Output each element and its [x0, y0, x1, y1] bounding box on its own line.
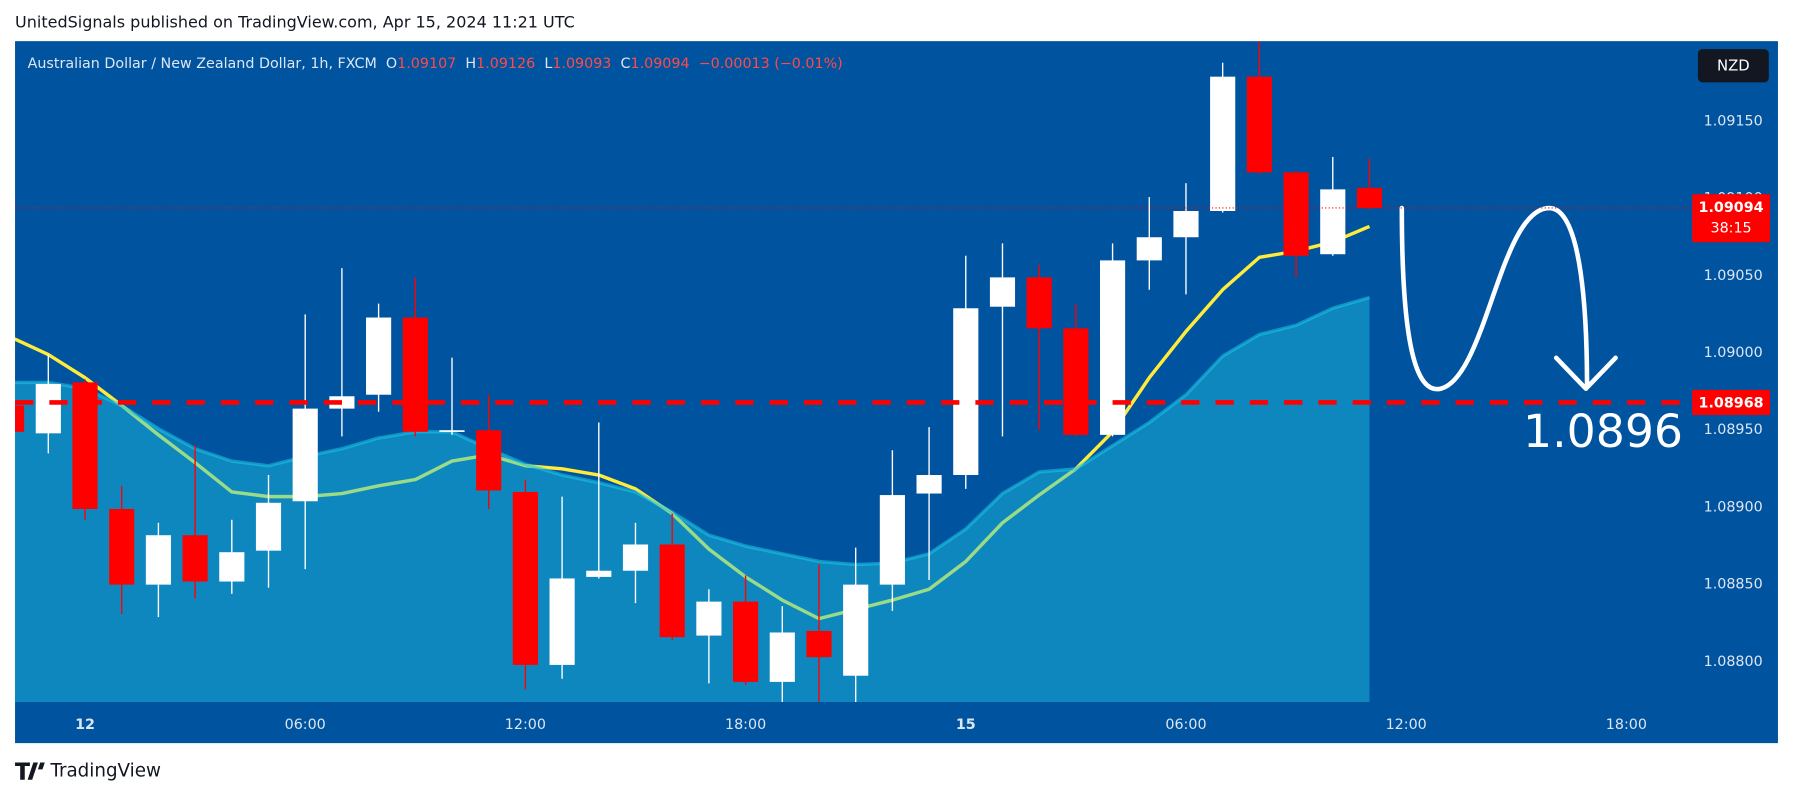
- legend-text: L: [544, 56, 552, 72]
- ma-area-edge: [15, 295, 1370, 567]
- y-tick-label: 1.09000: [1704, 345, 1763, 361]
- level-label-box: [1692, 389, 1770, 416]
- candle-body: [733, 601, 759, 682]
- candle-body: [989, 277, 1016, 307]
- level-label: 1.08968: [1699, 396, 1764, 412]
- x-tick-label: 12: [75, 717, 95, 733]
- candle-body: [219, 552, 245, 582]
- candle-body: [916, 475, 942, 494]
- candle-body: [953, 308, 979, 476]
- y-tick-label: 1.08900: [1704, 499, 1763, 515]
- candle-body: [292, 408, 318, 502]
- legend-text: H: [465, 56, 476, 72]
- candle-body: [1173, 210, 1199, 238]
- candle-body: [549, 578, 575, 665]
- candle-body: [35, 383, 61, 434]
- candle-body: [512, 491, 538, 665]
- candle-body: [476, 430, 502, 491]
- candle-body: [806, 630, 832, 658]
- candle-body: [769, 632, 795, 682]
- candle-body: [182, 535, 208, 582]
- candle-body: [843, 584, 869, 676]
- legend-text: 1.09107: [397, 56, 456, 72]
- x-tick-label: 12:00: [1386, 717, 1427, 733]
- y-tick-label: 1.09150: [1704, 113, 1763, 129]
- candle-body: [1283, 172, 1309, 256]
- x-tick-label: 18:00: [1606, 717, 1647, 733]
- y-tick-label: 1.08950: [1704, 422, 1763, 438]
- candle-body: [1063, 328, 1089, 435]
- currency-badge: [1697, 49, 1769, 83]
- legend-text: 1.09093: [552, 56, 611, 72]
- candle-body: [109, 508, 135, 585]
- plot-area: [15, 41, 1383, 702]
- symbol-legend: Australian Dollar / New Zealand Dollar, …: [28, 56, 843, 72]
- candle-body: [402, 317, 428, 432]
- ma-area: [15, 297, 1370, 702]
- candle-body: [1320, 189, 1346, 255]
- candle-body: [366, 317, 392, 395]
- price-countdown: 38:15: [1711, 220, 1752, 236]
- candle-body: [439, 430, 465, 432]
- x-tick-label: 06:00: [285, 717, 326, 733]
- candle-body: [1210, 76, 1236, 211]
- candle-body: [255, 502, 282, 551]
- brand-logo: [15, 762, 45, 780]
- legend-text: 1.09094: [631, 56, 690, 72]
- legend-text: O: [386, 56, 397, 72]
- candle-body: [15, 405, 25, 432]
- legend-text: Australian Dollar / New Zealand Dollar, …: [28, 56, 377, 72]
- y-tick-label: 1.09050: [1704, 268, 1763, 284]
- candle-body: [1100, 260, 1126, 435]
- x-tick-label: 12:00: [505, 717, 546, 733]
- candle-body: [879, 495, 905, 585]
- y-tick-label: 1.08800: [1704, 654, 1763, 670]
- ma-line: [15, 224, 1371, 621]
- candle-body: [1026, 277, 1052, 329]
- forecast-arrow: [1399, 205, 1618, 392]
- legend-text: 1.09126: [476, 56, 535, 72]
- price-label-box: [1692, 194, 1770, 243]
- target-annotation: 1.0896: [1523, 405, 1683, 458]
- price-label: 1.09094: [1699, 200, 1764, 216]
- candle-body: [1136, 237, 1162, 261]
- y-tick-label: 1.08850: [1704, 577, 1763, 593]
- candle-body: [1356, 187, 1383, 208]
- legend-text: C: [621, 56, 631, 72]
- x-tick-label: 06:00: [1165, 717, 1206, 733]
- x-tick-label: 18:00: [725, 717, 766, 733]
- candle-body: [1246, 76, 1272, 173]
- chart-panel: [15, 41, 1778, 744]
- publish-header: UnitedSignals published on TradingView.c…: [15, 12, 575, 31]
- candle-body: [659, 544, 685, 638]
- currency-label: NZD: [1717, 56, 1750, 74]
- legend-text: −0.00013 (−0.01%): [699, 56, 843, 72]
- candle-body: [696, 601, 722, 636]
- candle-body: [622, 544, 649, 571]
- candle-body: [145, 535, 171, 585]
- x-tick-label: 15: [956, 717, 976, 733]
- candle-body: [586, 570, 612, 577]
- brand-name: TradingView: [49, 761, 161, 782]
